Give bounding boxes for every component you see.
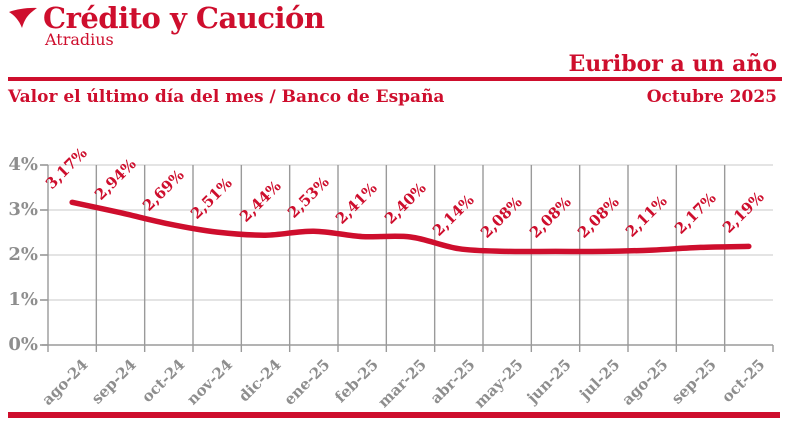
brand-arrow-icon <box>9 7 37 28</box>
y-axis-label: 1% <box>8 289 38 310</box>
y-axis-label: 4% <box>8 154 38 175</box>
brand-name: Crédito y Caución <box>43 1 325 35</box>
trend-line <box>69 199 752 255</box>
y-axis-label: 0% <box>8 334 38 355</box>
header-divider <box>8 77 782 81</box>
y-axis-label: 2% <box>8 244 38 265</box>
period-label: Octubre 2025 <box>646 87 777 107</box>
page-title: Euribor a un año <box>568 51 777 77</box>
y-axis-label: 3% <box>8 199 38 220</box>
brand-subname: Atradius <box>45 30 114 49</box>
chart-source-label: Valor el último día del mes / Banco de E… <box>8 87 445 107</box>
brand-text: Crédito y Caución Atradius <box>43 1 325 49</box>
brand-logo: Crédito y Caución Atradius <box>8 1 325 49</box>
footer-bar <box>8 412 780 418</box>
